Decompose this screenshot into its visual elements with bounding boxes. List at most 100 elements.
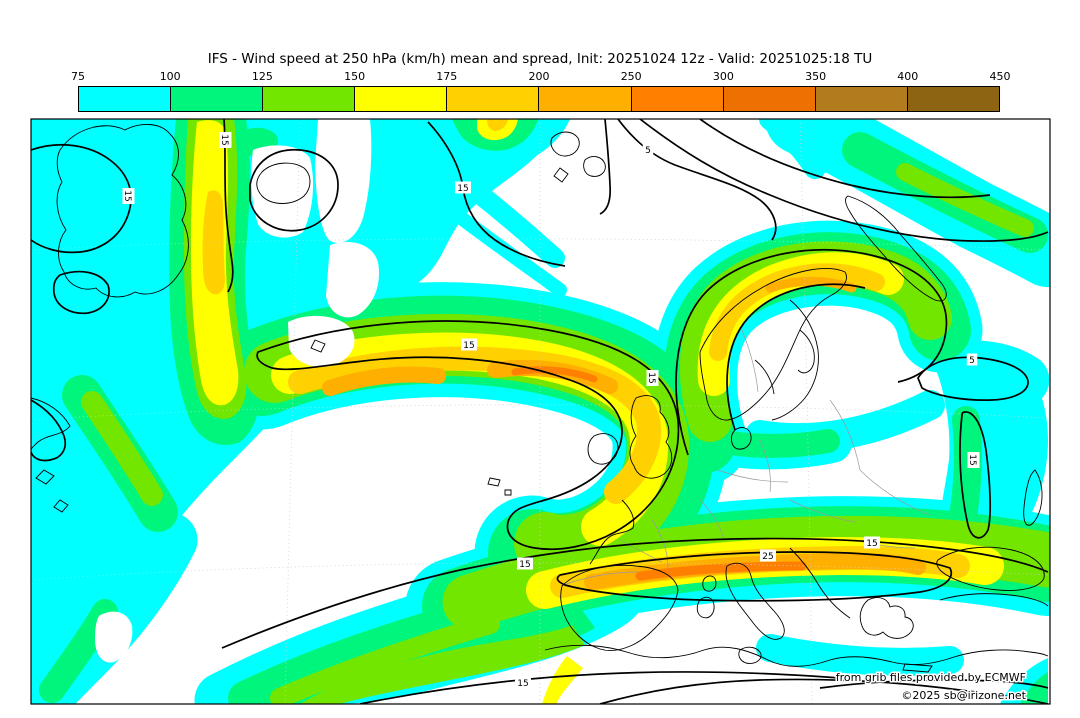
contour-label-text: 5 xyxy=(969,356,975,366)
contour-label: 15 xyxy=(864,536,880,549)
attribution-line1: from grib files provided by ECMWF xyxy=(836,671,1026,684)
wind-speed-fill-layer-shape xyxy=(542,656,583,704)
contour-label: 15 xyxy=(461,338,477,351)
wind-speed-fill-layer-shape xyxy=(756,634,964,676)
wind-speed-fill-layer-shape xyxy=(1020,672,1048,704)
spread-contours-layer-shape xyxy=(699,119,991,199)
wind-speed-fill-layer-shape xyxy=(95,611,133,663)
wind-speed-fill-layer-shape xyxy=(270,614,500,704)
colorbar-tick-450: 450 xyxy=(989,70,1011,83)
graticule-layer xyxy=(31,119,1050,704)
spread-contours-layer-shape xyxy=(556,551,953,602)
wind-speed-fill-layer-shape xyxy=(326,241,380,318)
wind-speed-fill-layer-shape xyxy=(31,119,565,704)
coastlines-layer-shape xyxy=(771,299,819,421)
coastlines-layer-shape xyxy=(56,124,189,298)
coastlines-layer-shape xyxy=(544,644,1049,667)
coastlines-layer-shape xyxy=(550,131,580,157)
country-borders-layer-shape xyxy=(829,399,861,471)
contour-label: 15 xyxy=(967,452,980,468)
coastlines-layer-shape xyxy=(702,575,717,592)
coastlines-layer-shape xyxy=(35,469,55,485)
spread-contours-layer-shape xyxy=(359,671,841,704)
wind-speed-fill-layer-shape xyxy=(441,201,567,297)
wind-speed-fill-layer-shape xyxy=(745,390,945,454)
coastlines-layer-shape xyxy=(902,663,933,673)
wind-speed-fill-layer-shape xyxy=(511,366,598,383)
coastlines-layer-shape xyxy=(31,397,71,451)
wind-speed-fill-layer-shape xyxy=(709,263,885,361)
wind-speed-fill-layer-shape xyxy=(81,391,163,506)
coastlines-layer-shape xyxy=(754,359,775,395)
colorbar-ticks: 75 100 125 150 175 200 250 300 350 400 450 xyxy=(71,70,1011,84)
attribution: from grib files provided by ECMWF ©2025 … xyxy=(834,670,1028,704)
coastlines-layer-shape xyxy=(738,646,762,664)
spread-contours-layer-shape xyxy=(427,121,566,267)
contour-label-text: 15 xyxy=(463,341,474,351)
contour-label-box xyxy=(642,143,654,156)
colorbar-tick-300: 300 xyxy=(712,70,734,83)
coastlines-layer-shape xyxy=(797,329,815,374)
coastlines-layer-shape xyxy=(487,477,501,487)
contour-label: 15 xyxy=(122,188,135,204)
contour-label: 15 xyxy=(646,370,659,386)
spread-contours-layer xyxy=(31,119,1049,704)
contour-label-box xyxy=(461,338,477,351)
contour-label-text: 5 xyxy=(645,146,651,156)
contour-label-box xyxy=(966,353,978,366)
weather-map-shape: 15 15 15 5 15 15 5 15 15 25 15 15 from grib files p… xyxy=(31,119,1050,704)
wind-speed-fill-layer-shape xyxy=(288,315,355,368)
colorbar-segment-350-400 xyxy=(814,87,907,111)
colorbar-tick-350: 350 xyxy=(805,70,827,83)
contour-label: 25 xyxy=(760,549,776,562)
colorbar: 75 100 125 150 175 200 250 300 350 400 450 xyxy=(71,70,1011,112)
contour-label: 15 xyxy=(455,181,471,194)
colorbar-segment-150-175 xyxy=(354,87,447,111)
contour-label-text: 25 xyxy=(762,552,773,562)
colorbar-tick-150: 150 xyxy=(344,70,366,83)
colorbar-tick-175: 175 xyxy=(436,70,458,83)
wind-speed-fill-layer-shape xyxy=(251,145,314,238)
spread-contours-layer-shape xyxy=(249,149,339,232)
contour-label-box xyxy=(515,676,531,689)
colorbar-segment-100-125 xyxy=(170,87,263,111)
coastlines-layer-shape xyxy=(939,593,1049,607)
wind-speed-fill-layer-shape xyxy=(415,142,565,268)
coastlines-layer-shape xyxy=(789,547,851,619)
wind-speed-fill-layer-shape xyxy=(487,119,508,131)
contour-label: 15 xyxy=(219,132,232,148)
contour-label-box xyxy=(967,452,980,468)
contour-label-box xyxy=(455,181,471,194)
contour-label-text: 15 xyxy=(517,679,528,689)
contour-label: 5 xyxy=(966,353,978,366)
contour-label-box xyxy=(517,557,533,570)
coastlines-layer-shape xyxy=(53,499,69,513)
coastlines-layer-shape xyxy=(696,596,715,619)
contour-label-box xyxy=(219,132,232,148)
colorbar-segment-400-450 xyxy=(906,87,999,111)
coastlines-layer-shape xyxy=(629,395,673,479)
country-borders-layer-shape xyxy=(717,469,789,483)
spread-contours-layer-shape xyxy=(221,537,1049,649)
coastlines-layer-shape xyxy=(256,162,311,204)
wind-speed-fill-layer-shape xyxy=(896,163,1034,237)
spread-contours-layer-shape xyxy=(599,678,1049,704)
contour-label-text: 15 xyxy=(646,372,656,383)
coastlines-layer-shape xyxy=(504,489,512,496)
coastlines-layer-shape xyxy=(725,562,785,640)
wind-speed-fill-layer-shape xyxy=(300,625,585,704)
map-frame xyxy=(30,118,1051,705)
attribution-line2: ©2025 sb@irizone.net xyxy=(901,689,1026,702)
coastlines-layer-shape xyxy=(310,339,326,353)
spread-contours-layer-shape xyxy=(223,119,234,293)
spread-contours-layer-shape xyxy=(819,679,1049,689)
country-borders-layer-shape xyxy=(759,439,771,493)
contour-label-box xyxy=(760,549,776,562)
spread-contours-layer-shape xyxy=(959,411,991,539)
country-borders-layer-shape xyxy=(651,519,669,569)
colorbar-segment-200-250 xyxy=(538,87,631,111)
spread-contours-layer-shape xyxy=(639,119,1049,242)
colorbar-tick-75: 75 xyxy=(71,70,85,83)
